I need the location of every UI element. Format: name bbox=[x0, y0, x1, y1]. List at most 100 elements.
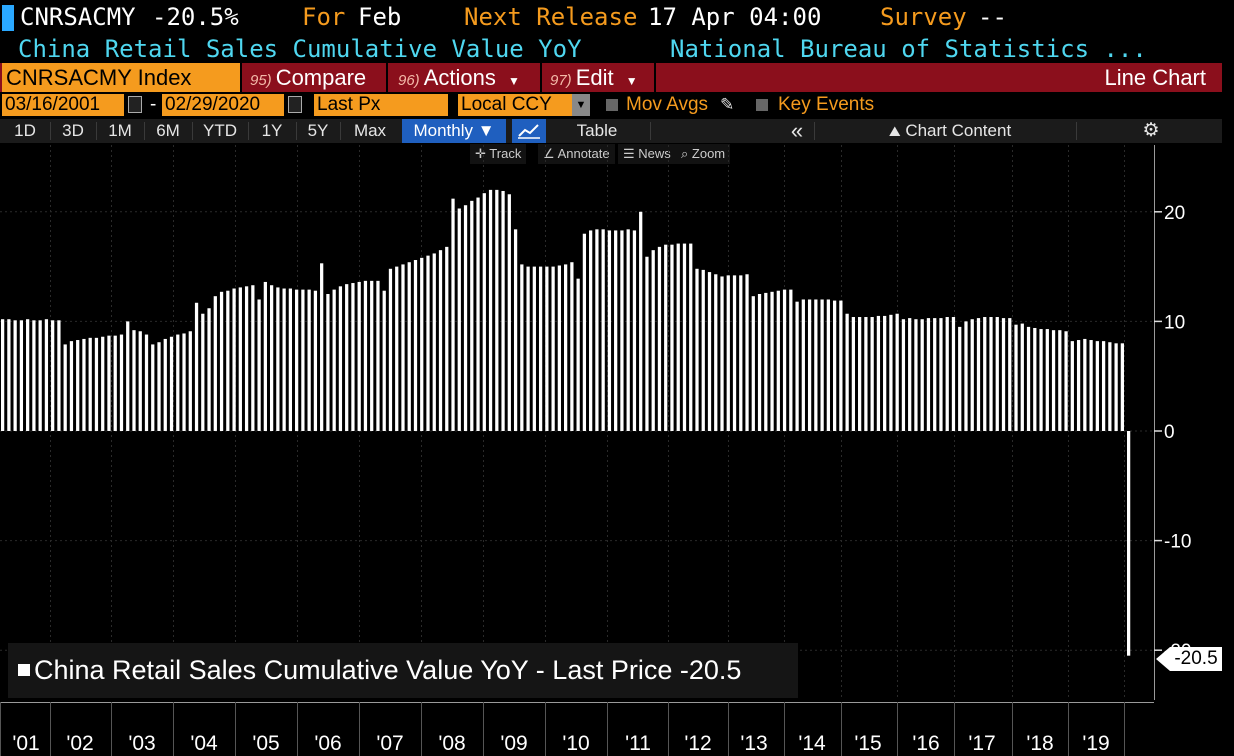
bar bbox=[995, 317, 999, 431]
chart-content-button[interactable]: ⛰ Chart Content bbox=[870, 119, 1030, 143]
x-tick-label: '19 bbox=[1082, 732, 1109, 755]
compare-button[interactable]: 95) Compare bbox=[250, 63, 366, 92]
period-6m[interactable]: 6M bbox=[156, 121, 180, 140]
bar bbox=[457, 208, 461, 431]
period-1m[interactable]: 1M bbox=[108, 121, 132, 140]
key-events-checkbox[interactable] bbox=[756, 99, 768, 111]
bar bbox=[620, 230, 624, 431]
bar bbox=[1114, 343, 1118, 431]
track-tool[interactable]: ✛ Track bbox=[470, 144, 527, 164]
table-button[interactable]: Table bbox=[576, 121, 618, 140]
period-ytd[interactable]: YTD bbox=[203, 121, 237, 140]
bar bbox=[201, 313, 205, 431]
bar bbox=[426, 255, 430, 431]
bar bbox=[370, 280, 374, 431]
bar bbox=[595, 229, 599, 431]
x-tick-label: '05 bbox=[252, 732, 279, 755]
chevron-down-icon[interactable]: ▼ bbox=[572, 94, 590, 116]
annotate-tool[interactable]: ∠ Annotate bbox=[538, 144, 615, 164]
bar bbox=[1051, 330, 1056, 431]
chart-type[interactable]: Line Chart bbox=[1104, 65, 1206, 90]
description: China Retail Sales Cumulative Value YoY bbox=[18, 35, 582, 63]
bar bbox=[395, 266, 399, 431]
bar bbox=[151, 344, 155, 431]
period-1d[interactable]: 1D bbox=[14, 121, 36, 140]
edit-button[interactable]: 97) Edit ▼ bbox=[550, 63, 638, 92]
legend[interactable]: China Retail Sales Cumulative Value YoY … bbox=[8, 643, 798, 698]
bar bbox=[564, 264, 568, 431]
period-5y[interactable]: 5Y bbox=[307, 121, 329, 140]
field-select[interactable]: Last Px bbox=[314, 94, 448, 116]
bar bbox=[958, 326, 962, 431]
ticker-marker bbox=[2, 5, 14, 31]
period-1y[interactable]: 1Y bbox=[261, 121, 283, 140]
bar bbox=[82, 338, 86, 431]
x-tick-label: '02 bbox=[66, 732, 93, 755]
line-chart-icon[interactable] bbox=[512, 119, 546, 143]
calendar-icon[interactable] bbox=[288, 96, 302, 113]
bar bbox=[789, 289, 793, 431]
bar bbox=[463, 205, 468, 431]
bar bbox=[119, 334, 124, 431]
bar bbox=[232, 288, 236, 431]
x-tick-label: '10 bbox=[562, 732, 589, 755]
bar bbox=[257, 299, 261, 431]
period-max[interactable]: Max bbox=[353, 121, 387, 140]
for-value: Feb bbox=[358, 3, 402, 31]
bar bbox=[19, 320, 24, 431]
edit-label: Edit bbox=[575, 65, 614, 90]
bar bbox=[507, 194, 511, 431]
collapse-button[interactable]: « bbox=[790, 118, 804, 143]
x-tick-label: '03 bbox=[128, 732, 155, 755]
bar bbox=[695, 268, 699, 431]
x-tick-label: '11 bbox=[625, 732, 651, 755]
bar bbox=[820, 299, 824, 431]
bar bbox=[420, 257, 424, 431]
bar bbox=[169, 336, 174, 431]
bar bbox=[363, 280, 368, 431]
x-tick-label: '16 bbox=[912, 732, 939, 755]
calendar-icon[interactable] bbox=[128, 96, 142, 113]
start-date-input[interactable]: 03/16/2001 bbox=[2, 94, 124, 116]
compare-label: Compare bbox=[275, 65, 367, 90]
x-tick-label: '09 bbox=[500, 732, 527, 755]
bar bbox=[326, 294, 330, 431]
bar bbox=[582, 233, 587, 431]
bar bbox=[845, 313, 849, 431]
bar bbox=[701, 269, 705, 431]
bar bbox=[776, 290, 780, 431]
currency-select[interactable]: Local CCY bbox=[458, 94, 572, 116]
bar bbox=[870, 317, 874, 431]
bar bbox=[26, 319, 30, 431]
for-label: For bbox=[302, 3, 346, 31]
bar bbox=[664, 244, 668, 431]
bar bbox=[413, 260, 418, 431]
bar bbox=[601, 229, 605, 431]
bar bbox=[745, 274, 749, 431]
frequency-select[interactable]: Monthly ▼ bbox=[402, 119, 506, 143]
security-field[interactable]: CNRSACMY Index bbox=[2, 63, 240, 92]
bar bbox=[126, 321, 130, 431]
pencil-icon[interactable]: ✎ bbox=[720, 95, 735, 114]
bar bbox=[545, 266, 549, 431]
last-price-arrow bbox=[1156, 647, 1170, 671]
bar bbox=[13, 320, 17, 431]
bar bbox=[295, 289, 299, 431]
news-tool[interactable]: ☰ News bbox=[618, 144, 676, 164]
gear-icon[interactable]: ⚙ bbox=[1142, 120, 1160, 141]
bar bbox=[945, 317, 949, 431]
period-3d[interactable]: 3D bbox=[62, 121, 84, 140]
bar bbox=[163, 338, 167, 431]
bar bbox=[883, 315, 887, 431]
zoom-tool[interactable]: ⌕ Zoom bbox=[676, 144, 731, 164]
bar bbox=[939, 318, 943, 431]
end-date-input[interactable]: 02/29/2020 bbox=[162, 94, 284, 116]
mov-avgs-checkbox[interactable] bbox=[606, 99, 618, 111]
y-tick-label: -10 bbox=[1164, 532, 1191, 553]
legend-swatch bbox=[18, 664, 30, 676]
bar bbox=[495, 189, 499, 431]
bar bbox=[1014, 324, 1018, 431]
actions-button[interactable]: 96) Actions ▼ bbox=[398, 63, 520, 92]
